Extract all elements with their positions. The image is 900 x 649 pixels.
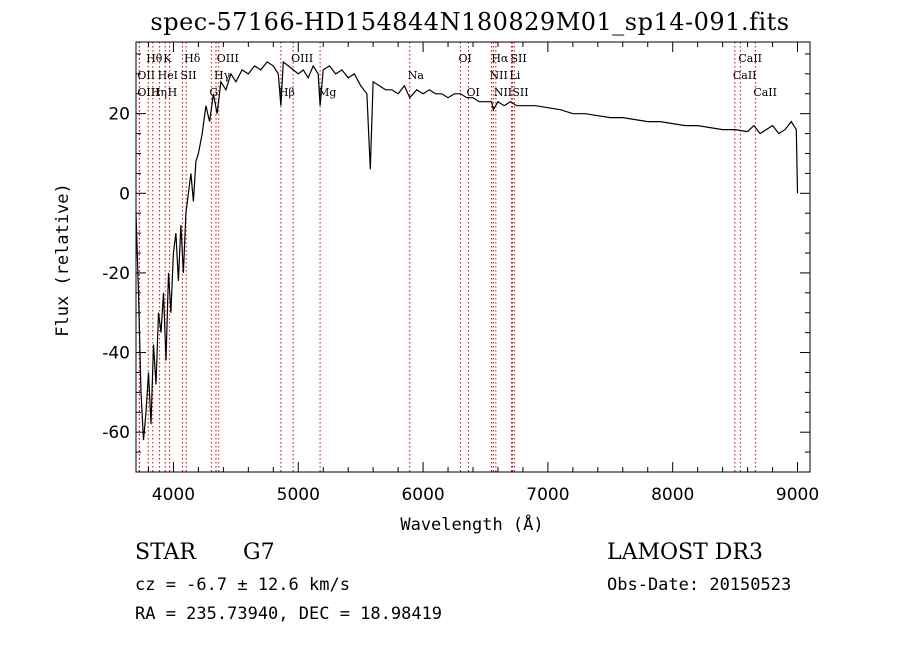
spectral-line-label: SII [180,69,196,82]
x-tick-label: 6000 [401,485,444,505]
spectral-line-label: OII [137,69,155,82]
spectral-line-label: NII [489,69,507,82]
spectral-line-label: Hγ [214,69,231,82]
spectral-line-label: OI [467,86,480,99]
y-axis-label: Flux (relative) [53,183,73,337]
x-tick-label: 4000 [152,485,195,505]
spectral-line-label: H [168,86,178,99]
obs-date: Obs-Date: 20150523 [607,575,792,595]
spectral-line-label: CaII [738,52,762,65]
spectral-line-label: CaII [733,69,757,82]
spectral-line-label: Hθ [146,52,163,65]
x-tick-label: 9000 [776,485,819,505]
spectral-line-label: Hη [151,86,167,99]
spectral-line-label: OIII [291,52,313,65]
spectral-line-label: SII [510,52,526,65]
plot-frame [135,41,811,473]
spectrum-line [135,60,799,441]
chart-title: spec-57166-HD154844N180829M01_sp14-091.f… [150,8,790,36]
y-tick-label: -60 [102,423,130,443]
x-tick-label: 5000 [277,485,320,505]
spectral-line-label: Hδ [184,52,201,65]
spectral-line-label: HeI [158,69,178,82]
spectral-line-label: OIII [137,86,159,99]
spectral-line-label: Hα [491,52,509,65]
spectral-line-label: Na [408,69,425,82]
spectral-line-label: Hβ [279,86,295,99]
y-tick-label: -20 [102,264,130,284]
y-tick-label: -40 [102,344,130,364]
survey-name: LAMOST DR3 [607,540,763,565]
x-axis-label: Wavelength (Å) [400,513,543,535]
y-tick-label: 0 [119,184,130,204]
spectral-line-label: G [209,86,218,99]
spectral-line-label: Mg [318,86,336,99]
spectral-line-label: SII [512,86,528,99]
spectral-line-label: K [163,52,172,65]
spectral-line-label: OIII [217,52,239,65]
subclass: G7 [243,540,275,565]
redshift-cz: cz = -6.7 ± 12.6 km/s [135,575,350,595]
spectral-line-label: NII [494,86,512,99]
spectral-line-label: OI [459,52,472,65]
spectral-line-label: Li [509,69,520,82]
x-tick-label: 7000 [526,485,569,505]
y-tick-label: 20 [108,105,130,125]
object-class: STAR [135,540,196,565]
coordinates: RA = 235.73940, DEC = 18.98419 [135,604,443,624]
spectral-line-label: CaII [753,86,777,99]
x-tick-label: 8000 [651,485,694,505]
